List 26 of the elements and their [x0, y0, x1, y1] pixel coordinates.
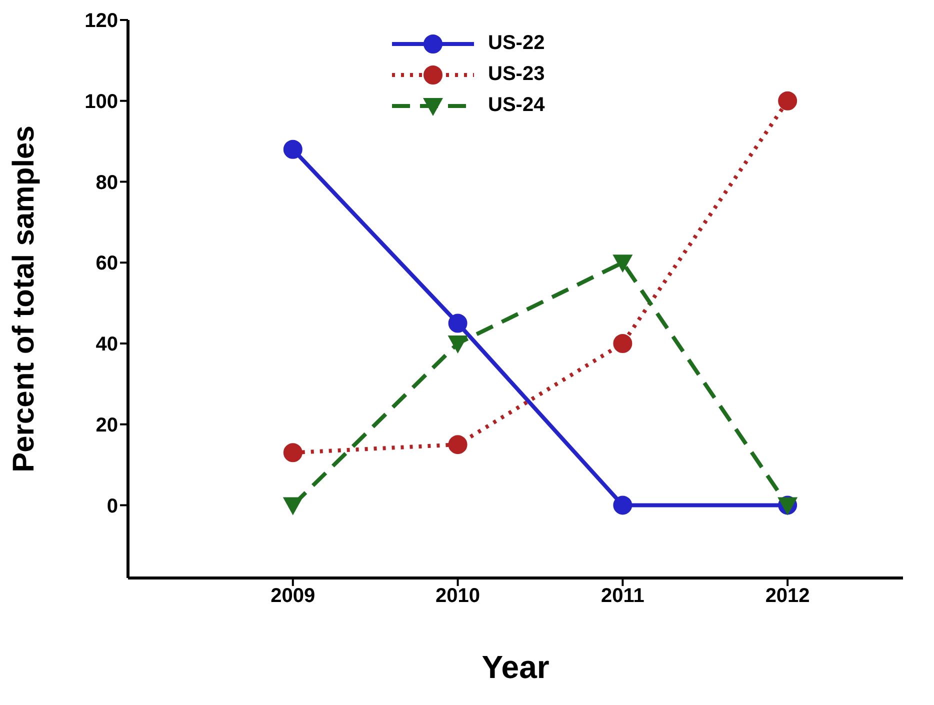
y-tick-label: 60 — [96, 252, 118, 275]
point — [282, 497, 303, 516]
point — [283, 140, 302, 159]
x-axis-title: Year — [482, 649, 550, 685]
y-tick-label: 120 — [84, 10, 118, 32]
point — [448, 435, 468, 454]
y-tick-label: 100 — [84, 90, 118, 113]
point — [613, 334, 632, 353]
x-tick-label: 2011 — [600, 585, 644, 608]
point — [448, 335, 468, 354]
y-tick-label: 0 — [106, 495, 118, 518]
x-tick-label: 2010 — [436, 585, 480, 608]
y-tick-label: 40 — [96, 334, 118, 356]
x-tick-label: 2012 — [765, 585, 810, 608]
point — [283, 443, 302, 462]
point — [448, 314, 468, 333]
legend-label: US-24 — [488, 94, 545, 117]
x-tick-label: 2009 — [270, 585, 316, 608]
point — [613, 496, 632, 515]
legend-label: US-22 — [488, 32, 545, 55]
y-tick-label: 80 — [96, 172, 118, 194]
y-axis-title: Percent of total samples — [8, 126, 41, 472]
point — [612, 254, 633, 273]
y-tick-label: 20 — [96, 414, 118, 436]
legend-label: US-23 — [488, 63, 545, 86]
point — [778, 91, 798, 110]
